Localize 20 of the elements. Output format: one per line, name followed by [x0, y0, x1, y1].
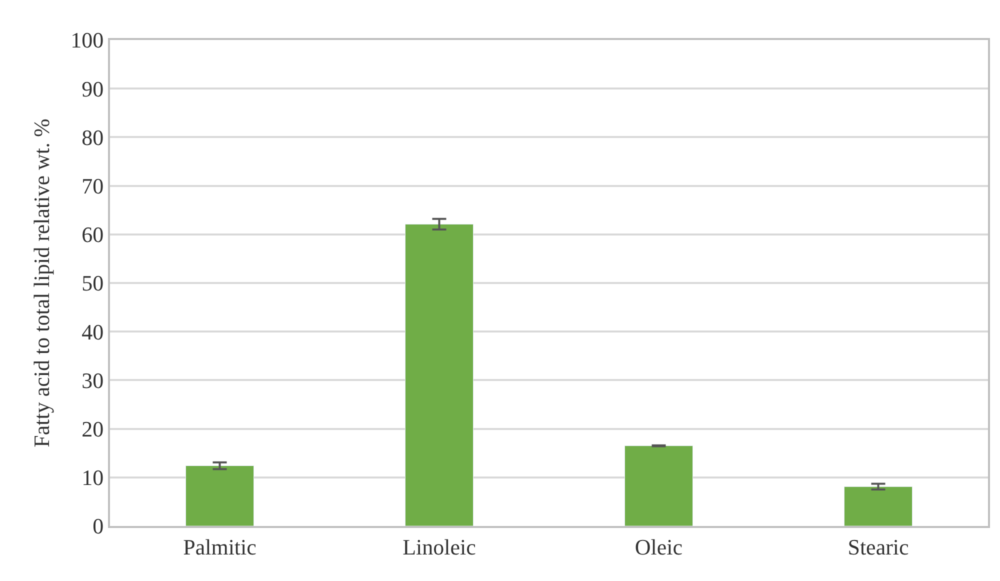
- bar: [844, 486, 913, 526]
- bar: [185, 465, 254, 526]
- x-tick-label: Palmitic: [183, 534, 257, 560]
- y-tick-label: 60: [82, 222, 104, 248]
- x-tick-label: Oleic: [634, 534, 683, 560]
- y-tick-label: 30: [82, 368, 104, 393]
- bar: [624, 446, 694, 526]
- x-tick-label: Linoleic: [402, 534, 476, 560]
- y-tick-label: 10: [82, 465, 104, 490]
- y-tick-label: 70: [82, 174, 104, 198]
- y-tick-label: 50: [82, 270, 104, 296]
- y-tick-label: 100: [70, 28, 104, 53]
- y-tick-label: 20: [82, 416, 104, 442]
- y-tick-label: 90: [82, 76, 104, 102]
- y-tick-label: 40: [82, 319, 104, 344]
- y-axis-title: Fatty acid to total lipid relative wt. %: [28, 118, 54, 448]
- bar: [404, 224, 474, 526]
- x-tick-label: Stearic: [848, 534, 910, 560]
- y-tick-label: 0: [92, 514, 104, 539]
- y-tick-label: 80: [82, 124, 104, 150]
